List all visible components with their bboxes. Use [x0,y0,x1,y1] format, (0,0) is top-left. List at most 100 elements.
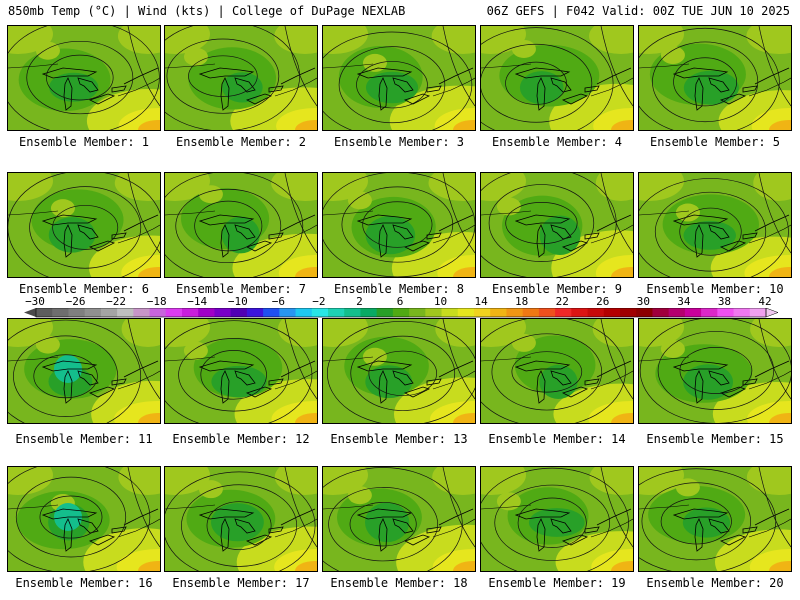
colorbar-tick-label: 22 [555,295,569,308]
ensemble-member-label: Ensemble Member: 7 [175,282,307,296]
colorbar-tick-label: −14 [187,295,208,308]
ensemble-member-label: Ensemble Member: 16 [15,576,153,590]
colorbar-tick-label: −6 [271,295,285,308]
temperature-map-image [481,26,633,130]
colorbar-swatch [246,308,264,317]
temperature-map-image [8,467,160,571]
ensemble-member-map [7,25,161,131]
ensemble-member-map [638,25,792,131]
colorbar-swatch [668,308,686,317]
temperature-map-image [481,173,633,277]
colorbar-swatch [603,308,621,317]
colorbar-swatch [279,308,296,317]
colorbar-swatch [717,308,734,317]
ensemble-member-map [164,466,318,572]
colorbar-swatch [587,308,605,317]
colorbar-tick-label: −10 [227,295,248,308]
colorbar-tick-label: −26 [65,295,86,308]
ensemble-member-map [322,172,476,278]
colorbar-swatch [425,308,442,317]
colorbar-tick-label: 14 [474,295,488,308]
ensemble-member-map [322,466,476,572]
colorbar-tick-label: 34 [677,295,691,308]
model-run-label: 06Z GEFS | F042 Valid: 00Z TUE JUN 10 20… [486,4,790,18]
colorbar-swatch [684,308,702,317]
colorbar-swatch [749,308,767,317]
ensemble-member-label: Ensemble Member: 19 [488,576,626,590]
ensemble-member-map [480,172,634,278]
temperature-map-image [639,173,791,277]
colorbar-swatch [311,308,329,317]
colorbar-swatch [344,308,361,317]
colorbar-low-arrow [24,308,36,317]
colorbar-swatch [68,308,86,317]
ensemble-member-label: Ensemble Member: 2 [175,135,307,149]
colorbar-tick-label: 42 [758,295,772,308]
temperature-map-image [323,26,475,130]
temperature-map-image [165,467,317,571]
colorbar-tick-label: −30 [25,295,45,308]
ensemble-member-map [7,172,161,278]
ensemble-member-map [7,318,161,424]
colorbar-swatch [117,308,134,317]
ensemble-member-map [638,466,792,572]
temperature-map-image [639,26,791,130]
ensemble-member-map [164,318,318,424]
colorbar-swatch [506,308,524,317]
temperature-map-image [8,26,160,130]
ensemble-member-label: Ensemble Member: 3 [333,135,465,149]
colorbar-swatch [360,308,378,317]
colorbar-swatch [263,308,280,317]
ensemble-member-label: Ensemble Member: 15 [646,432,784,446]
temperature-map-image [165,173,317,277]
ensemble-member-map [164,172,318,278]
colorbar-swatch [100,308,118,317]
colorbar-swatch [555,308,572,317]
ensemble-member-label: Ensemble Member: 17 [172,576,310,590]
colorbar-swatch [733,308,751,317]
colorbar-swatch [376,308,394,317]
colorbar-swatch [182,308,199,317]
colorbar-swatch [474,308,491,317]
colorbar-swatch [571,308,588,317]
colorbar-bar [24,308,779,318]
ensemble-member-map [480,25,634,131]
colorbar-tick-label: −22 [106,295,127,308]
temperature-map-image [481,319,633,423]
colorbar-swatch [538,308,556,317]
ensemble-member-label: Ensemble Member: 10 [646,282,784,296]
colorbar-tick-label: 10 [433,295,448,308]
colorbar-swatch [441,308,459,317]
colorbar-swatch [295,308,313,317]
ensemble-member-label: Ensemble Member: 1 [18,135,150,149]
ensemble-member-map [638,318,792,424]
ensemble-member-label: Ensemble Member: 13 [330,432,468,446]
colorbar-swatch [490,308,507,317]
colorbar-swatch [133,308,150,317]
colorbar-swatch [165,308,183,317]
ensemble-member-map [322,25,476,131]
ensemble-member-label: Ensemble Member: 20 [646,576,784,590]
ensemble-member-map [480,318,634,424]
colorbar-tick-label: 30 [636,295,650,308]
ensemble-member-map [7,466,161,572]
ensemble-member-map [322,318,476,424]
ensemble-member-label: Ensemble Member: 9 [491,282,623,296]
map-title: 850mb Temp (°C) | Wind (kts) | College o… [8,4,406,18]
colorbar-swatch [214,308,232,317]
colorbar-swatch [409,308,426,317]
temperature-map-image [165,26,317,130]
colorbar-swatch [522,308,540,317]
ensemble-member-map [164,25,318,131]
colorbar-swatch [620,308,637,317]
colorbar-tick-label: −18 [146,295,167,308]
ensemble-member-label: Ensemble Member: 18 [330,576,468,590]
temperature-map-image [323,173,475,277]
colorbar-high-arrow [765,308,779,318]
colorbar-swatch [328,308,345,317]
colorbar-tick-label: 26 [596,295,610,308]
ensemble-member-label: Ensemble Member: 14 [488,432,626,446]
temperature-colorbar: −30 −26 −22 −18 −14 −10 −6 −2 2 6 10 14 18 22 26 30 34 38… [0,296,800,320]
temperature-map-image [639,319,791,423]
temperature-map-image [323,319,475,423]
